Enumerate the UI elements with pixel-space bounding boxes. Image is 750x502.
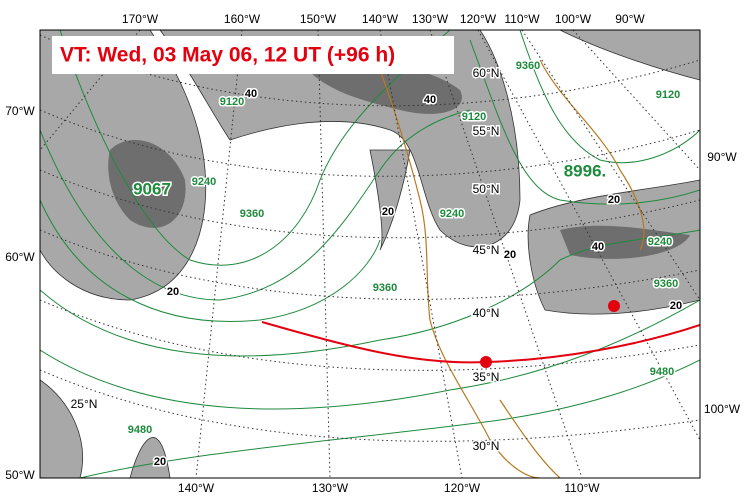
marker xyxy=(608,300,620,312)
contour xyxy=(40,199,381,322)
graticule-label: 55°N xyxy=(473,124,500,138)
shade-label: 20 xyxy=(382,206,394,218)
graticule-label: 25°N xyxy=(71,397,98,411)
shade-core xyxy=(560,225,690,259)
map-frame xyxy=(39,29,701,479)
contour-label: 9240 xyxy=(192,176,216,188)
graticule xyxy=(40,30,700,478)
axis-label: 110°W xyxy=(504,12,540,26)
contour xyxy=(79,359,700,478)
height-label: 9067 xyxy=(133,179,171,198)
coastline xyxy=(539,59,645,251)
shade-label: 40 xyxy=(245,88,257,100)
graticule-line xyxy=(40,34,700,107)
axis-label: 150°W xyxy=(300,12,337,26)
graticule-label: 60°N xyxy=(473,66,500,80)
coastline xyxy=(379,69,541,478)
shade-label: 20 xyxy=(154,456,166,468)
graticule-label: 45°N xyxy=(473,243,500,257)
shade-core xyxy=(108,140,186,228)
graticule-label: 35°N xyxy=(473,370,500,384)
axis-label: 60°W xyxy=(5,250,35,264)
contour xyxy=(40,229,700,357)
axis-label: 100°W xyxy=(704,402,741,416)
axis-label: 50°W xyxy=(5,468,35,482)
axis-label: 110°W xyxy=(564,481,600,495)
graticule-label: 40°N xyxy=(473,306,500,320)
contour-label: 9120 xyxy=(656,89,680,101)
axis-label: 70°W xyxy=(5,104,35,118)
axis-label: 120°W xyxy=(460,12,497,26)
graticule-line xyxy=(40,169,700,239)
contour-label: 9240 xyxy=(440,208,464,220)
axis-label: 170°W xyxy=(122,12,159,26)
coastlines xyxy=(379,59,645,478)
graticule-line xyxy=(40,299,700,371)
contour-label: 9240 xyxy=(648,236,672,248)
axis-label: 100°W xyxy=(555,12,592,26)
contour xyxy=(40,299,700,410)
axis-label: 130°W xyxy=(412,12,449,26)
axis-label: 90°W xyxy=(615,12,645,26)
graticule-line xyxy=(40,229,700,300)
shade-region xyxy=(129,437,171,478)
contour-label: 9360 xyxy=(240,208,264,220)
labels: 170°W 160°W 150°W 140°W 130°W 120°W 110°W 100°W… xyxy=(5,12,740,495)
graticule-line xyxy=(477,30,700,441)
graticule-line xyxy=(195,30,243,478)
contour-label: 9120 xyxy=(220,96,244,108)
contour-label: 9360 xyxy=(373,282,397,294)
axis-label: 160°W xyxy=(224,12,261,26)
axis-label: 90°W xyxy=(707,150,737,164)
contour xyxy=(469,39,700,205)
contours xyxy=(40,30,700,478)
graticule-label: 30°N xyxy=(473,439,500,453)
shade-label: 40 xyxy=(424,94,436,106)
contour-label: 9360 xyxy=(654,278,678,290)
shade-label: 20 xyxy=(670,300,682,312)
shade-label: 20 xyxy=(504,249,516,261)
marker xyxy=(480,356,492,368)
axis-label: 130°W xyxy=(312,481,349,495)
title: VT: Wed, 03 May 06, 12 UT (+96 h) xyxy=(60,44,395,67)
graticule-label: 50°N xyxy=(473,182,500,196)
shade-label: 20 xyxy=(167,286,179,298)
graticule-line xyxy=(572,30,700,171)
title-box xyxy=(52,36,454,74)
axis-label: 120°W xyxy=(444,481,481,495)
graticule-line xyxy=(40,109,700,177)
contour-label: 9360 xyxy=(516,60,540,72)
height-label: 8996. xyxy=(564,161,607,180)
axis-label: 140°W xyxy=(178,481,215,495)
contour xyxy=(59,30,451,266)
shade-label: 20 xyxy=(608,194,620,206)
contour-label: 9480 xyxy=(650,366,674,378)
graticule-line xyxy=(40,369,700,442)
axis-label: 140°W xyxy=(362,12,399,26)
coastline xyxy=(499,399,561,478)
shade-label: 40 xyxy=(592,241,604,253)
contour-label: 9480 xyxy=(128,424,152,436)
contour xyxy=(519,30,700,164)
contour-label: 9120 xyxy=(462,111,486,123)
